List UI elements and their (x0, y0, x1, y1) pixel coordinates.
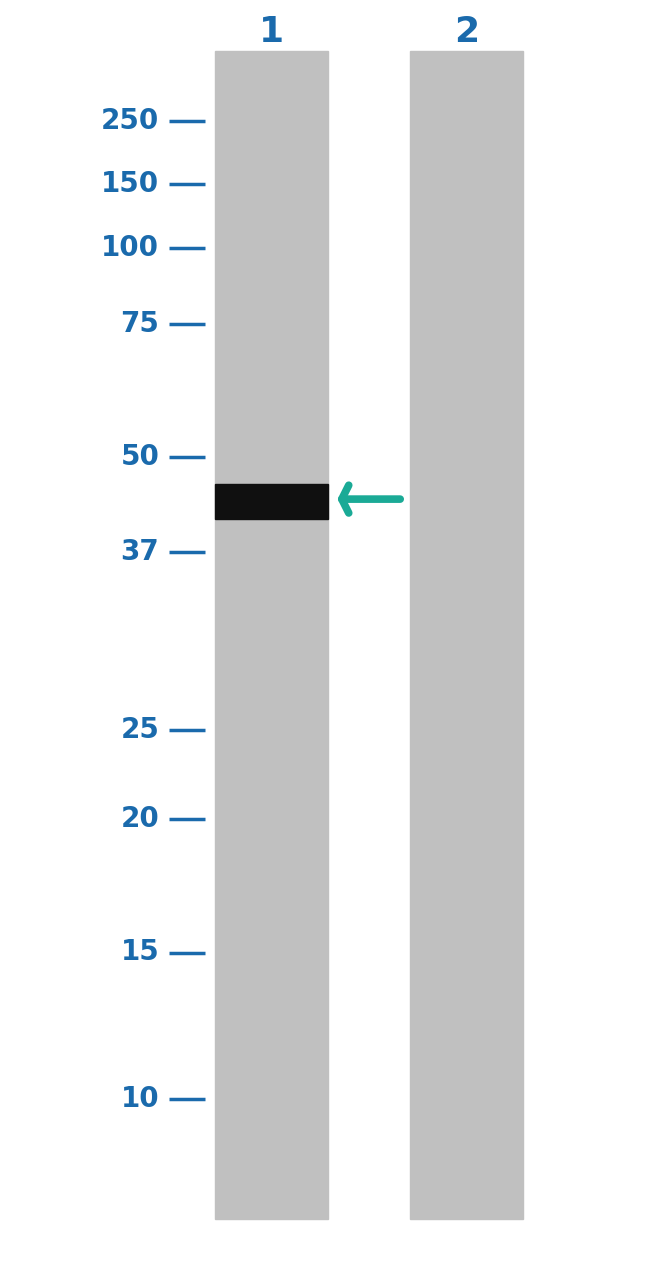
Bar (214, 51, 328, 1219)
Text: 20: 20 (120, 805, 159, 833)
Text: 75: 75 (120, 310, 159, 338)
Text: 100: 100 (101, 234, 159, 262)
Text: 2: 2 (454, 15, 479, 48)
Bar (410, 51, 523, 1219)
Text: 37: 37 (120, 538, 159, 566)
Text: 250: 250 (101, 107, 159, 135)
Text: 50: 50 (120, 443, 159, 471)
Bar (214, 484, 328, 519)
Text: 150: 150 (101, 170, 159, 198)
Text: 15: 15 (120, 939, 159, 966)
Text: 25: 25 (120, 716, 159, 744)
Text: 10: 10 (121, 1085, 159, 1113)
Text: 1: 1 (259, 15, 284, 48)
